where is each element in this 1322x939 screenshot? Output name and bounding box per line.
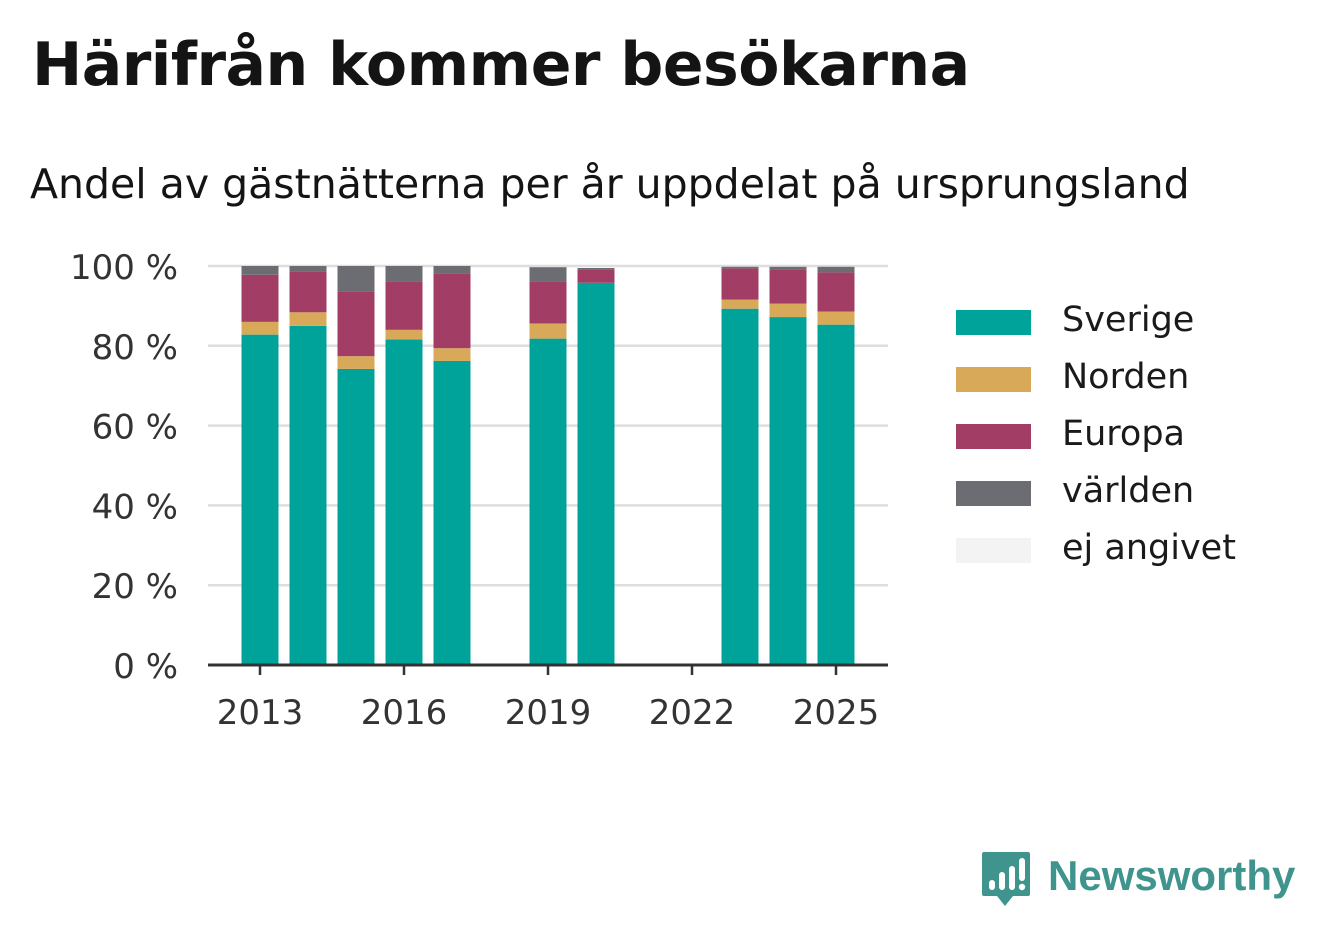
- bar-segment-sverige: [577, 282, 615, 665]
- bar-segment-norden: [529, 323, 567, 339]
- bar-segment-världen: [433, 266, 471, 274]
- bar-segment-sverige: [289, 325, 327, 665]
- bar-segment-sverige: [337, 368, 375, 665]
- bar-segment-norden: [769, 303, 807, 318]
- bar-segment-norden: [337, 356, 375, 369]
- bar-segment-europa: [529, 281, 567, 324]
- bar-segment-världen: [577, 267, 615, 270]
- bar-segment-sverige: [721, 308, 759, 665]
- y-tick-label: 0 %: [113, 647, 178, 687]
- legend-label-norden: Norden: [1062, 357, 1190, 397]
- bar-segment-europa: [577, 269, 615, 283]
- x-tick-label: 2019: [505, 693, 592, 733]
- x-tick-label: 2016: [361, 693, 448, 733]
- bar-segment-norden: [817, 311, 855, 325]
- chart-subtitle: Andel av gästnätterna per år uppdelat på…: [30, 160, 1190, 208]
- bar-segment-världen: [337, 266, 375, 292]
- legend-swatch-norden: [956, 367, 1031, 392]
- y-tick-label: 40 %: [92, 487, 178, 527]
- bars: [241, 266, 855, 665]
- x-tick-label: 2022: [649, 693, 736, 733]
- bar-segment-sverige: [241, 334, 279, 665]
- bar-segment-världen: [241, 266, 279, 275]
- legend-swatch-varlden: [956, 481, 1031, 506]
- bar-segment-europa: [769, 269, 807, 304]
- bar-segment-europa: [241, 274, 279, 322]
- bar-segment-världen: [721, 266, 759, 269]
- brand-name: Newsworthy: [1048, 852, 1296, 899]
- legend-label-sverige: Sverige: [1062, 300, 1195, 340]
- y-tick-label: 20 %: [92, 567, 178, 607]
- legend-swatch-sverige: [956, 310, 1031, 335]
- bar-segment-världen: [817, 266, 855, 273]
- bar-segment-världen: [769, 266, 807, 270]
- bar-segment-norden: [241, 321, 279, 335]
- bar-segment-norden: [289, 312, 327, 326]
- bar-segment-norden: [433, 348, 471, 361]
- x-tick-label: 2025: [793, 693, 880, 733]
- bar-segment-världen: [529, 267, 567, 282]
- legend-label-varlden: världen: [1062, 471, 1195, 511]
- axes: 0 % 20 % 40 % 60 % 80 % 100 % 2013 2016 2019 2022…: [70, 248, 888, 733]
- bar-segment-norden: [721, 299, 759, 309]
- x-tick-label: 2013: [217, 693, 304, 733]
- bar-segment-världen: [289, 266, 327, 272]
- bar-segment-europa: [289, 271, 327, 313]
- bar-segment-sverige: [817, 324, 855, 665]
- legend-swatch-ej-angivet: [956, 538, 1031, 563]
- bar-segment-europa: [337, 291, 375, 357]
- bar-segment-sverige: [433, 360, 471, 665]
- y-tick-label: 60 %: [92, 408, 178, 448]
- bar-segment-norden: [385, 329, 423, 340]
- legend-label-europa: Europa: [1062, 414, 1185, 454]
- legend-label-ej-angivet: ej angivet: [1062, 528, 1236, 568]
- y-tick-label: 100 %: [70, 248, 178, 288]
- bar-segment-sverige: [769, 317, 807, 665]
- legend-swatch-europa: [956, 424, 1031, 449]
- bar-segment-sverige: [529, 338, 567, 665]
- bar-segment-sverige: [385, 339, 423, 665]
- bar-segment-europa: [817, 272, 855, 312]
- bar-segment-världen: [385, 266, 423, 282]
- y-tick-label: 80 %: [92, 328, 178, 368]
- bar-segment-europa: [385, 281, 423, 330]
- bar-segment-europa: [433, 273, 471, 349]
- newsworthy-logo-icon: [982, 852, 1030, 906]
- bar-segment-europa: [721, 268, 759, 300]
- chart-title: Härifrån kommer besökarna: [32, 30, 970, 100]
